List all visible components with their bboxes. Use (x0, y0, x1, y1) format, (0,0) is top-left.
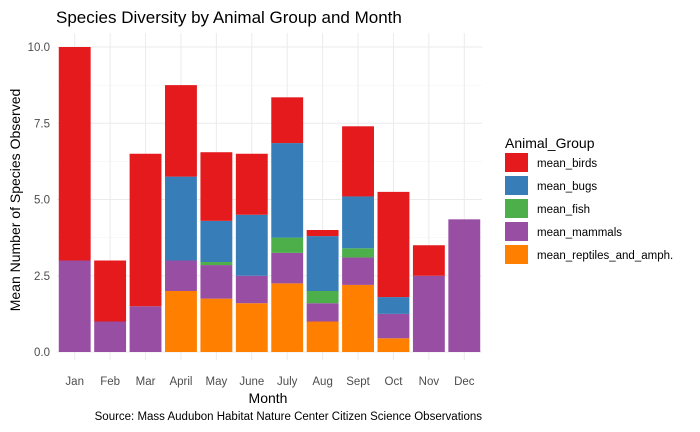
bar-segment (271, 143, 304, 238)
bar-segment (306, 321, 339, 352)
bar-segment (342, 126, 374, 197)
bar-segment (271, 97, 304, 144)
bar-segment (271, 252, 304, 284)
x-tick-label: Sept (346, 376, 370, 388)
bar-segment (448, 219, 481, 352)
legend-key (505, 222, 528, 241)
x-axis-ticks: Jan Feb Mar April May June July Aug Sept Oct Nov De… (65, 376, 474, 388)
bar-segment (342, 284, 374, 352)
bar-segment (200, 220, 233, 263)
legend-key (505, 176, 528, 195)
bar-segment (271, 237, 304, 253)
bar-segment (94, 321, 127, 352)
y-tick-label: 10.0 (28, 42, 50, 54)
bar-segment (342, 257, 374, 285)
legend-key (505, 153, 528, 172)
legend-label: mean_reptiles_and_amph. (537, 250, 673, 262)
chart-title: Species Diversity by Animal Group and Mo… (56, 8, 402, 27)
bar-segment (58, 260, 91, 352)
y-axis-ticks: 0.0 2.5 5.0 7.5 10.0 (28, 42, 50, 359)
bar-segment (165, 85, 197, 177)
bar-segment (200, 265, 233, 299)
x-tick-label: April (169, 376, 192, 388)
chart-caption: Source: Mass Audubon Habitat Nature Cent… (95, 411, 483, 423)
bar-segment (377, 313, 410, 339)
bar-segment (94, 260, 127, 322)
bar-segment (235, 214, 268, 276)
y-tick-label: 2.5 (34, 271, 50, 283)
legend-label: mean_fish (537, 204, 590, 216)
x-tick-label: Mar (136, 376, 156, 388)
bars (58, 47, 481, 352)
y-tick-label: 0.0 (34, 347, 50, 359)
x-tick-label: Jan (65, 376, 84, 388)
y-axis-title: Mean Number of Species Observed (7, 89, 23, 312)
bar-segment (165, 291, 197, 352)
bar-segment (306, 230, 339, 237)
bar-segment (306, 303, 339, 322)
legend: Animal_Group mean_birds mean_bugs mean_fis… (505, 135, 673, 264)
bar-segment (200, 298, 233, 352)
bar-segment (200, 152, 233, 221)
bar-segment (165, 176, 197, 261)
bar-segment (377, 191, 410, 298)
legend-label: mean_bugs (537, 181, 597, 193)
legend-title: Animal_Group (505, 135, 595, 151)
x-tick-label: Nov (419, 376, 440, 388)
bar-segment (342, 196, 374, 249)
bar-segment (412, 245, 445, 276)
x-tick-label: June (239, 376, 264, 388)
x-tick-label: May (206, 376, 228, 388)
x-tick-label: Oct (385, 376, 404, 388)
bar-segment (306, 236, 339, 291)
legend-label: mean_birds (537, 158, 597, 170)
x-axis-title: Month (249, 390, 288, 406)
legend-key (505, 245, 528, 264)
bar-segment (271, 283, 304, 352)
bar-segment (129, 153, 162, 307)
y-tick-label: 7.5 (34, 118, 50, 130)
x-tick-label: Dec (454, 376, 475, 388)
bar-segment (235, 303, 268, 352)
x-tick-label: Feb (100, 376, 120, 388)
bar-segment (412, 275, 445, 352)
bar-segment (377, 338, 410, 352)
bar-segment (235, 153, 268, 215)
bar-segment (235, 275, 268, 304)
bar-segment (306, 291, 339, 304)
bar-segment (58, 47, 91, 261)
bar-segment (377, 297, 410, 314)
y-tick-label: 5.0 (34, 195, 50, 207)
x-tick-label: Aug (312, 376, 332, 388)
bar-segment (165, 260, 197, 291)
bar-segment (129, 306, 162, 352)
bar-segment (342, 248, 374, 258)
bar-segment (200, 262, 233, 266)
legend-key (505, 199, 528, 218)
legend-label: mean_mammals (537, 227, 622, 239)
x-tick-label: July (277, 376, 298, 388)
